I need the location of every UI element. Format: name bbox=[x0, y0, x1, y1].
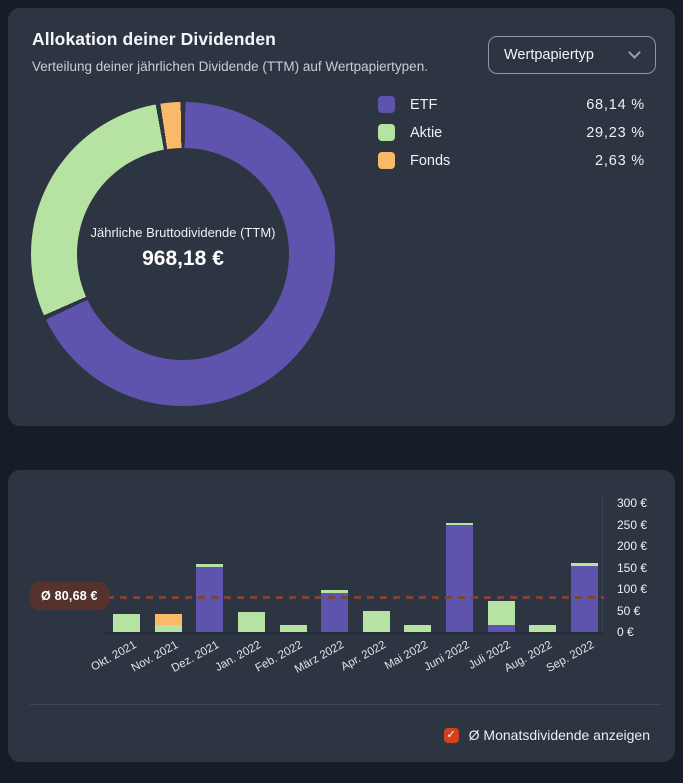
security-type-dropdown[interactable]: Wertpapiertyp bbox=[488, 36, 656, 74]
legend-item-fonds[interactable]: Fonds 2,63 % bbox=[378, 152, 645, 169]
bar-column[interactable] bbox=[362, 611, 390, 632]
bar-segment-aktie bbox=[321, 589, 349, 594]
bar-segment-aktie bbox=[404, 624, 432, 632]
donut-center-text: Jährliche Bruttodividende (TTM) 968,18 € bbox=[91, 225, 276, 271]
y-axis-tick: 50 € bbox=[617, 603, 641, 618]
bar-column[interactable] bbox=[529, 624, 557, 632]
legend-swatch-icon bbox=[378, 124, 395, 141]
bar-segment-aktie bbox=[362, 611, 390, 632]
legend-value: 2,63 % bbox=[595, 152, 645, 169]
bar-column[interactable] bbox=[570, 563, 598, 632]
legend-item-etf[interactable]: ETF 68,14 % bbox=[378, 96, 645, 113]
bar-segment-aktie bbox=[154, 625, 182, 632]
legend-value: 29,23 % bbox=[586, 124, 645, 141]
legend-label: ETF bbox=[410, 96, 438, 113]
bar-segment-aktie bbox=[487, 601, 515, 625]
y-axis-tick: 150 € bbox=[617, 560, 648, 575]
bar-segment-aktie bbox=[196, 564, 224, 568]
bar-column[interactable] bbox=[487, 601, 515, 632]
bar-segment-etf bbox=[487, 624, 515, 632]
legend-swatch-icon bbox=[378, 96, 395, 113]
x-axis-label: Apr. 2022 bbox=[339, 639, 389, 674]
bar-segment-etf bbox=[321, 593, 349, 632]
average-toggle[interactable]: ✓ Ø Monatsdividende anzeigen bbox=[443, 722, 650, 748]
bar-column[interactable] bbox=[321, 589, 349, 632]
dropdown-selected-value: Wertpapiertyp bbox=[504, 47, 594, 63]
bar-column[interactable] bbox=[279, 625, 307, 632]
allocation-legend: ETF 68,14 % Aktie 29,23 % Fonds 2,63 % bbox=[378, 96, 645, 180]
legend-label: Aktie bbox=[410, 124, 443, 141]
bar-segment-aktie bbox=[570, 563, 598, 567]
y-axis-tick: 100 € bbox=[617, 582, 648, 596]
y-axis-tick: 0 € bbox=[617, 625, 634, 639]
y-axis-tick: 200 € bbox=[617, 539, 648, 553]
bar-segment-etf bbox=[196, 567, 224, 632]
bar-segment-fonds bbox=[154, 614, 182, 626]
legend-item-aktie[interactable]: Aktie 29,23 % bbox=[378, 124, 645, 141]
bar-segment-aktie bbox=[446, 523, 474, 526]
average-dashed-line bbox=[107, 596, 604, 599]
allocation-card: Allokation deiner Dividenden Verteilung … bbox=[8, 8, 675, 426]
divider bbox=[30, 704, 661, 705]
bar-column[interactable] bbox=[154, 614, 182, 632]
allocation-donut-chart[interactable]: Jährliche Bruttodividende (TTM) 968,18 € bbox=[31, 102, 335, 406]
x-axis-label: Okt. 2021 bbox=[88, 639, 139, 674]
card-header: Allokation deiner Dividenden Verteilung … bbox=[32, 29, 428, 74]
checkbox-label: Ø Monatsdividende anzeigen bbox=[468, 727, 650, 743]
bar-column[interactable] bbox=[196, 564, 224, 632]
donut-center-value: 968,18 € bbox=[142, 247, 224, 270]
donut-center: Jährliche Bruttodividende (TTM) 968,18 € bbox=[77, 148, 289, 360]
x-axis-baseline bbox=[103, 632, 604, 634]
monthly-dividends-card: Ø 80,68 € 300 € 250 € 200 € 150 € 100 € 50 € 0… bbox=[8, 470, 675, 762]
card-subtitle: Verteilung deiner jährlichen Dividende (… bbox=[32, 59, 428, 74]
chevron-down-icon bbox=[628, 46, 641, 59]
bar-segment-aktie bbox=[529, 624, 557, 632]
bar-segment-aktie bbox=[113, 613, 140, 632]
average-badge: Ø 80,68 € bbox=[30, 582, 109, 610]
bar-column[interactable] bbox=[237, 611, 265, 632]
x-axis-label: Sep. 2022 bbox=[544, 639, 597, 675]
x-axis-label: Mai 2022 bbox=[382, 639, 430, 673]
legend-label: Fonds bbox=[410, 152, 451, 169]
bar-column[interactable] bbox=[404, 624, 432, 632]
bar-segment-etf bbox=[446, 525, 474, 632]
bar-segment-etf bbox=[570, 566, 598, 632]
legend-value: 68,14 % bbox=[586, 96, 645, 113]
legend-swatch-icon bbox=[378, 152, 395, 169]
x-axis-label: Juni 2022 bbox=[421, 639, 472, 674]
y-axis-tick: 300 € bbox=[617, 496, 648, 510]
y-axis-tick: 250 € bbox=[617, 517, 648, 532]
page-title: Allokation deiner Dividenden bbox=[32, 29, 276, 49]
bar-segment-aktie bbox=[279, 625, 307, 632]
checkbox-checked-icon[interactable]: ✓ bbox=[443, 727, 459, 743]
y-axis-line bbox=[602, 494, 603, 632]
bar-segment-aktie bbox=[237, 611, 265, 632]
monthly-bar-chart: Ø 80,68 € 300 € 250 € 200 € 150 € 100 € 50 € 0… bbox=[8, 470, 675, 762]
donut-center-label: Jährliche Bruttodividende (TTM) bbox=[90, 225, 276, 240]
bar-column[interactable] bbox=[446, 523, 474, 632]
bar-column[interactable] bbox=[113, 613, 140, 632]
